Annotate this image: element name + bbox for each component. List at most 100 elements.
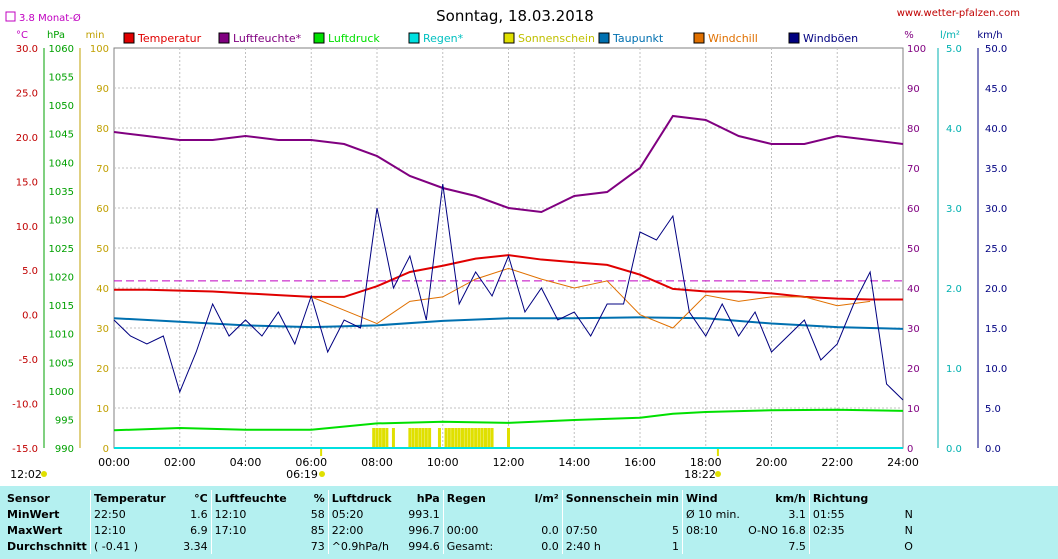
sunshine-bar — [474, 428, 478, 448]
sunshine-bar — [382, 428, 386, 448]
tick-humidity: 100 — [907, 44, 926, 55]
tick-temperature: -15.0 — [12, 444, 38, 455]
cell: 22:00 — [327, 522, 397, 538]
cell: O — [904, 539, 913, 553]
cell: 58 — [310, 507, 325, 521]
tick-temperature: -5.0 — [18, 355, 38, 366]
hdr-wind-unit: km/h — [775, 491, 806, 505]
legend-label: Luftfeuchte* — [233, 32, 302, 45]
stats-header-row: Sensor Temperatur °C Luftfeuchte % Luftd… — [4, 490, 916, 506]
tick-x: 02:00 — [164, 456, 196, 469]
sun-marker-icon — [41, 471, 47, 477]
hdr-temperature: Temperatur — [89, 490, 169, 506]
tick-humidity: 50 — [907, 244, 920, 255]
chart-title: Sonntag, 18.03.2018 — [436, 7, 594, 25]
legend-swatch — [503, 32, 515, 44]
website-label: www.wetter-pfalzen.com — [897, 8, 1020, 19]
cell: 12:10 — [210, 506, 290, 522]
tick-sunshine: 70 — [96, 164, 109, 175]
tick-pressure: 1015 — [49, 301, 74, 312]
sun-marker-icon — [715, 471, 721, 477]
tick-pressure: 1055 — [49, 73, 74, 84]
hdr-humidity-unit: % — [313, 491, 325, 505]
tick-pressure: 1005 — [49, 358, 74, 369]
cell: 6.9 — [190, 523, 208, 537]
series-line-windchill — [311, 267, 871, 329]
sunshine-bar — [421, 428, 425, 448]
tick-rain: 2.0 — [946, 284, 962, 295]
cell: 02:35 — [808, 522, 887, 538]
hdr-rain: Regen — [442, 490, 520, 506]
tick-wind: 40.0 — [985, 124, 1007, 135]
hdr-sensor: Sensor — [7, 491, 50, 505]
tick-temperature: 25.0 — [16, 88, 38, 99]
statistics-panel: Sensor Temperatur °C Luftfeuchte % Luftd… — [0, 486, 1058, 559]
cell: 1 — [672, 539, 680, 553]
cell: O-NO 16.8 — [748, 523, 806, 537]
tick-pressure: 995 — [55, 415, 74, 426]
monthly-avg-icon — [5, 11, 16, 22]
sunshine-bar — [483, 428, 487, 448]
cell: 3.34 — [183, 539, 208, 553]
tick-humidity: 90 — [907, 84, 920, 95]
cell: Ø 10 min. — [682, 506, 743, 522]
sunshine-bar — [447, 428, 451, 448]
hdr-rain-unit: l/m² — [534, 491, 559, 505]
legend-swatch — [788, 32, 800, 44]
tick-wind: 10.0 — [985, 364, 1007, 375]
tick-pressure: 1025 — [49, 244, 74, 255]
cell: Gesamt: — [442, 538, 520, 554]
legend-swatch — [123, 32, 135, 44]
tick-sunshine: 60 — [96, 204, 109, 215]
cell: 5 — [672, 523, 680, 537]
cell: 17:10 — [210, 522, 290, 538]
tick-humidity: 80 — [907, 124, 920, 135]
cell — [210, 538, 290, 554]
tick-x: 24:00 — [887, 456, 919, 469]
tick-wind: 45.0 — [985, 84, 1007, 95]
legend-label: Sonnenschein — [518, 32, 595, 45]
tick-temperature: 5.0 — [22, 266, 38, 277]
hdr-sunshine: Sonnenschein min — [561, 490, 683, 506]
sunshine-bar — [424, 428, 428, 448]
unit-kmh: km/h — [977, 30, 1002, 41]
tick-wind: 25.0 — [985, 244, 1007, 255]
cell: 0.0 — [541, 523, 559, 537]
sunshine-bar — [470, 428, 474, 448]
cell — [682, 538, 743, 554]
tick-x: 22:00 — [821, 456, 853, 469]
sunshine-bar — [490, 428, 494, 448]
hdr-direction: Richtung — [808, 490, 916, 506]
row-label: Durchschnitt — [7, 539, 87, 553]
cell: 07:50 — [561, 522, 654, 538]
day-start-label: 12:02 — [10, 468, 42, 481]
tick-sunshine: 10 — [96, 404, 109, 415]
cell: 3.1 — [788, 507, 806, 521]
cell: 2:40 h — [561, 538, 654, 554]
sunshine-bar — [385, 428, 389, 448]
tick-temperature: 30.0 — [16, 44, 38, 55]
tick-sunshine: 90 — [96, 84, 109, 95]
cell: ^0.9hPa/h — [327, 538, 397, 554]
tick-humidity: 0 — [907, 444, 913, 455]
sunshine-bar — [375, 428, 379, 448]
tick-pressure: 1010 — [49, 330, 74, 341]
legend-label: Regen* — [423, 32, 464, 45]
sun-marker-icon — [319, 471, 325, 477]
sunshine-bar — [507, 428, 510, 448]
cell: 73 — [310, 539, 325, 553]
tick-wind: 50.0 — [985, 44, 1007, 55]
tick-wind: 20.0 — [985, 284, 1007, 295]
tick-x: 14:00 — [558, 456, 590, 469]
tick-rain: 0.0 — [946, 444, 962, 455]
tick-humidity: 30 — [907, 324, 920, 335]
legend-label: Windchill — [708, 32, 758, 45]
cell — [561, 506, 654, 522]
cell: 01:55 — [808, 506, 887, 522]
statistics-table: Sensor Temperatur °C Luftfeuchte % Luftd… — [4, 490, 916, 554]
sunshine-bar — [408, 428, 412, 448]
cell: 994.6 — [408, 539, 440, 553]
sunshine-bar — [454, 428, 458, 448]
tick-x: 08:00 — [361, 456, 393, 469]
tick-rain: 1.0 — [946, 364, 962, 375]
